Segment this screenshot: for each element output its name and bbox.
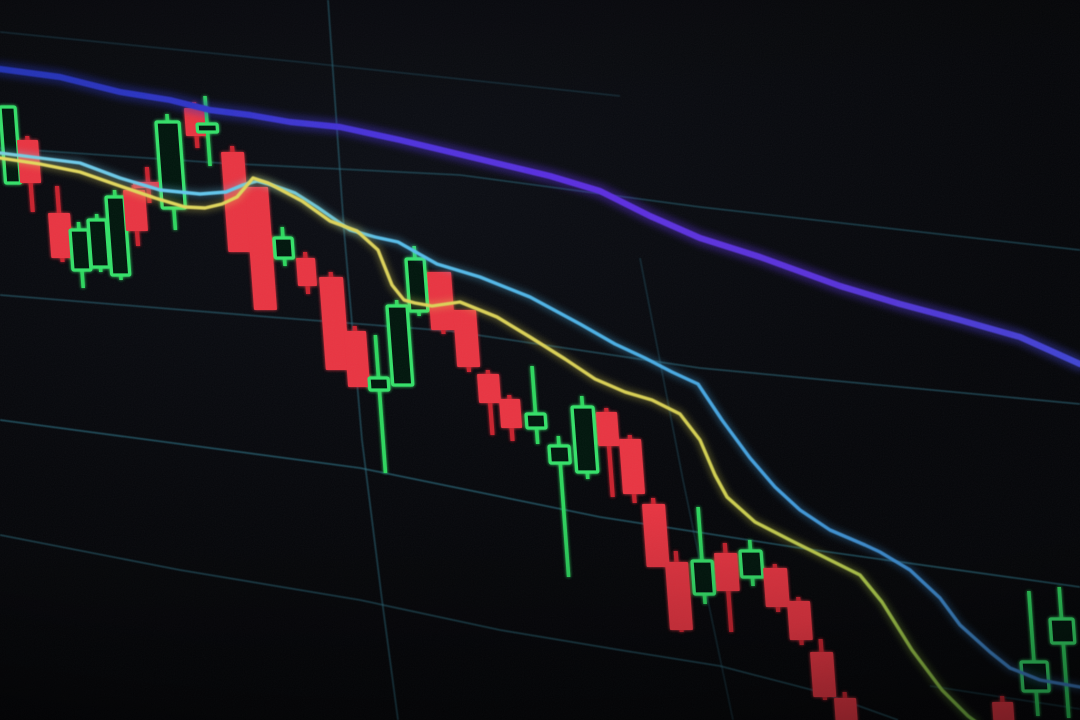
candlestick-chart-svg — [0, 0, 1080, 720]
photo-grain-overlay — [0, 0, 1080, 720]
trading-screen-photo — [0, 0, 1080, 720]
